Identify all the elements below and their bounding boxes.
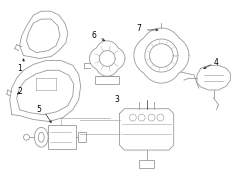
Bar: [139, 160, 154, 168]
Bar: [48, 125, 76, 149]
Text: 5: 5: [37, 105, 42, 114]
Text: 4: 4: [214, 58, 219, 67]
Text: 1: 1: [17, 64, 22, 73]
Text: 3: 3: [115, 95, 120, 104]
Bar: [95, 76, 119, 84]
Text: 2: 2: [17, 87, 22, 96]
Bar: [78, 132, 86, 142]
Text: 7: 7: [136, 24, 141, 33]
Text: 6: 6: [91, 31, 96, 40]
